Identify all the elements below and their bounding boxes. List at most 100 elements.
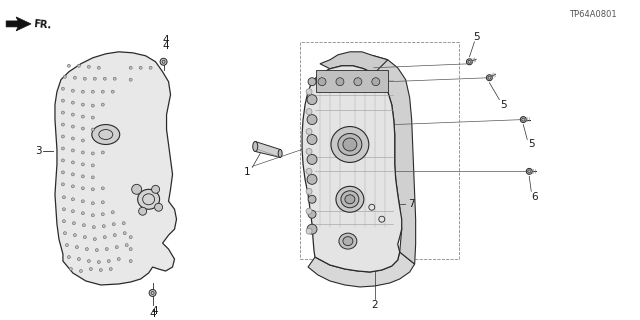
Circle shape	[307, 155, 317, 164]
Circle shape	[69, 268, 72, 270]
Text: 5: 5	[500, 100, 507, 110]
Circle shape	[81, 115, 84, 118]
Circle shape	[129, 248, 132, 251]
Ellipse shape	[345, 195, 355, 204]
Ellipse shape	[92, 124, 120, 144]
Circle shape	[77, 64, 81, 67]
Circle shape	[101, 187, 104, 190]
Circle shape	[72, 149, 74, 152]
Circle shape	[306, 208, 312, 214]
Circle shape	[87, 260, 90, 262]
Circle shape	[99, 268, 102, 272]
Circle shape	[101, 213, 104, 216]
Text: 5: 5	[528, 140, 534, 149]
Circle shape	[72, 210, 74, 213]
Circle shape	[103, 236, 106, 239]
Circle shape	[125, 244, 128, 247]
Circle shape	[72, 161, 74, 164]
Circle shape	[307, 134, 317, 144]
Polygon shape	[320, 52, 388, 74]
Circle shape	[95, 249, 99, 252]
Text: 2: 2	[371, 300, 378, 310]
Ellipse shape	[339, 233, 357, 249]
Circle shape	[63, 75, 67, 78]
Circle shape	[81, 90, 84, 93]
Circle shape	[97, 66, 100, 69]
Circle shape	[87, 65, 90, 68]
Circle shape	[308, 78, 316, 86]
Circle shape	[92, 188, 94, 191]
Ellipse shape	[343, 138, 357, 151]
Circle shape	[67, 256, 70, 259]
Circle shape	[486, 75, 492, 81]
Ellipse shape	[331, 126, 369, 163]
Circle shape	[72, 89, 74, 92]
Circle shape	[92, 104, 94, 107]
Circle shape	[103, 77, 106, 80]
Circle shape	[61, 147, 65, 150]
Circle shape	[92, 202, 94, 205]
Circle shape	[67, 64, 70, 67]
Circle shape	[306, 228, 312, 234]
Circle shape	[307, 115, 317, 124]
Circle shape	[63, 232, 67, 235]
Text: 4: 4	[163, 35, 169, 45]
Bar	[316, 70, 388, 92]
Circle shape	[72, 125, 74, 128]
Circle shape	[92, 128, 94, 131]
Circle shape	[72, 198, 74, 201]
Circle shape	[92, 226, 95, 229]
Circle shape	[81, 187, 84, 190]
Circle shape	[61, 183, 65, 186]
Circle shape	[81, 139, 84, 142]
Polygon shape	[55, 52, 177, 285]
Text: 4: 4	[151, 306, 158, 316]
Circle shape	[308, 195, 316, 203]
Circle shape	[105, 248, 108, 251]
Circle shape	[526, 168, 532, 174]
Circle shape	[129, 260, 132, 262]
Circle shape	[318, 78, 326, 86]
Circle shape	[132, 184, 141, 194]
Circle shape	[101, 103, 104, 106]
Polygon shape	[302, 66, 402, 272]
Circle shape	[122, 222, 125, 225]
Circle shape	[92, 176, 94, 179]
Circle shape	[72, 113, 74, 116]
Polygon shape	[308, 252, 415, 287]
Circle shape	[111, 90, 115, 93]
Circle shape	[93, 77, 96, 80]
Circle shape	[354, 78, 362, 86]
Circle shape	[306, 188, 312, 194]
Circle shape	[108, 260, 110, 262]
Circle shape	[112, 223, 115, 226]
Circle shape	[160, 58, 167, 65]
Ellipse shape	[278, 149, 282, 157]
Circle shape	[72, 222, 76, 225]
Circle shape	[79, 269, 83, 273]
Circle shape	[65, 244, 68, 247]
Text: 6: 6	[531, 192, 538, 202]
Circle shape	[63, 208, 65, 211]
Circle shape	[83, 224, 85, 227]
Ellipse shape	[338, 133, 362, 156]
Circle shape	[306, 168, 312, 174]
Circle shape	[307, 95, 317, 105]
Circle shape	[307, 224, 317, 234]
Text: FR.: FR.	[33, 19, 52, 31]
Circle shape	[81, 127, 84, 130]
Circle shape	[76, 246, 78, 249]
Circle shape	[372, 78, 380, 86]
Circle shape	[117, 258, 120, 260]
Circle shape	[336, 78, 344, 86]
Circle shape	[93, 238, 96, 241]
Text: 5: 5	[473, 32, 480, 42]
Circle shape	[92, 90, 94, 93]
Circle shape	[92, 116, 94, 119]
Circle shape	[306, 108, 312, 115]
Polygon shape	[364, 56, 415, 264]
Circle shape	[113, 234, 116, 237]
Circle shape	[129, 236, 132, 239]
Circle shape	[83, 77, 86, 80]
Circle shape	[109, 268, 112, 270]
